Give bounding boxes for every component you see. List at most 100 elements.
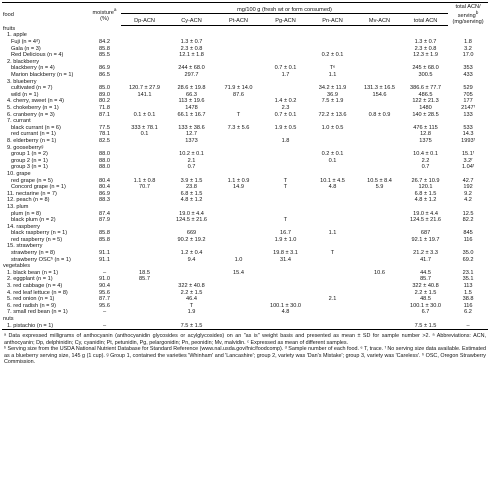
cell-value: – (88, 322, 121, 330)
cell-value (215, 158, 262, 165)
cell-value (356, 164, 403, 171)
cell-value: 116 (463, 302, 473, 309)
cell-value: 15.1ᶠ (461, 151, 475, 158)
cell-value: 0.7 (421, 164, 430, 171)
footnote: ᵃ Data expressed milligrams of anthocyan… (4, 332, 486, 346)
cell-value (309, 138, 356, 145)
cell-value: 0.7 (187, 164, 196, 171)
cell-value (309, 105, 356, 112)
cell-value: T (283, 217, 288, 224)
table-row: Concord grape (n = 1) 80.4 70.7 23.8 14.9 T 4.… (2, 184, 488, 191)
cell-value: 0.1 ± 0.1 (133, 111, 156, 118)
cell-value (215, 303, 262, 310)
cell-value: 1.7 (281, 72, 290, 79)
row-label: 1. pistachio (n = 1) (2, 322, 88, 330)
cell-value: 38.8 (462, 296, 474, 303)
cell-value: 1.0 ± 0.5 (321, 124, 344, 131)
cell-value (121, 197, 168, 204)
cell-value (121, 283, 168, 290)
cell-value: 433 (463, 72, 473, 79)
cell-value (262, 158, 309, 165)
table-row: black currant (n = 6) 77.5 333 ± 78.1 133 ±… (2, 125, 488, 132)
cell-value: 2.1 (187, 157, 196, 164)
cell-value (121, 296, 168, 303)
cell-value: 19.0 ± 4.4 (179, 210, 204, 217)
cell-value: T (283, 177, 288, 184)
table-row: black raspberry (n = 1) 85.8 669 16.7 1.1 687… (2, 230, 488, 237)
header-col: Cy-ACN (168, 13, 215, 26)
category-row: 2. blackberry (2, 59, 488, 66)
row-label: 9. gooseberryᵍ (7, 144, 44, 151)
cell-value: 35.1 (462, 276, 474, 283)
cell-value: 14.9 (233, 184, 244, 191)
cell-value (121, 65, 168, 72)
cell-value (121, 230, 168, 237)
cell-value: 19.8 ± 3.1 (273, 250, 298, 257)
cell-value: 2.3 ± 0.8 (414, 45, 437, 52)
cell-value: 85.8 (99, 45, 110, 52)
cell-value: 4.8 ± 1.2 (414, 197, 437, 204)
cell-value: 177 (463, 98, 473, 105)
cell-value (121, 39, 168, 46)
header-col: total ACN (403, 13, 449, 26)
cell-value: 6.8 ± 1.5 (414, 190, 437, 197)
row-label: 12. peach (n = 8) (7, 197, 50, 204)
row-label: strawberry OSCʰ (n = 1) (11, 256, 71, 263)
cell-value (262, 190, 309, 197)
cell-value (309, 303, 356, 310)
cell-value: 133 (463, 111, 473, 118)
cell-value: 21.2 ± 3.3 (413, 250, 438, 257)
cell-value: 82.2 (462, 217, 474, 224)
cell-value: T (283, 184, 288, 191)
row-label: 1. black bean (n = 1) (7, 269, 59, 276)
cell-value (309, 197, 356, 204)
table-row: plum (n = 8) 87.4 19.0 ± 4.4 19.0 ± 4.4 12.5 (2, 210, 488, 217)
table-row: 4. cherry, sweet (n = 4) 80.2 113 ± 19.6 1.… (2, 98, 488, 105)
cell-value: 322 ± 40.8 (178, 283, 205, 290)
cell-value: 12.1 ± 1.8 (179, 52, 204, 59)
row-label: plum (n = 8) (11, 210, 42, 217)
table-row: Red Delicious (n = 4) 85.5 12.1 ± 1.8 0.2 ±… (2, 52, 488, 59)
cell-value (121, 98, 168, 105)
cell-value (262, 289, 309, 296)
cell-value (215, 250, 262, 257)
cell-value: 122 ± 21.3 (412, 98, 439, 105)
cell-value (309, 322, 356, 330)
row-label: group 3 (n = 1) (11, 164, 48, 171)
cell-value (309, 45, 356, 52)
cell-value (121, 158, 168, 165)
cell-value: 124.5 ± 21.6 (409, 217, 442, 224)
row-label: black currant (n = 6) (11, 124, 61, 131)
cell-value (215, 230, 262, 237)
cell-value: 7.5 ± 1.5 (403, 322, 449, 330)
table-row: strawberry (n = 8) 91.1 1.2 ± 0.4 19.8 ± 3.… (2, 250, 488, 257)
cell-value: 0.2 ± 0.1 (321, 151, 344, 158)
row-label: 2. blackberry (7, 58, 40, 65)
cell-value: 34.2 ± 11.9 (318, 85, 347, 92)
cell-value (309, 164, 356, 171)
cell-value (356, 250, 403, 257)
cell-value: 19.0 ± 4.4 (413, 210, 438, 217)
cell-value: 48.5 (420, 296, 431, 303)
cell-value: 10.5 ± 8.4 (367, 177, 392, 184)
row-label: red grape (n = 5) (11, 177, 53, 184)
cell-value (121, 289, 168, 296)
row-label: Fuji (n = 4ᵈ) (11, 39, 41, 46)
cell-value: 78.1 (99, 131, 110, 138)
cell-value: 245 ± 68.0 (412, 65, 439, 72)
category-row: 10. grape (2, 171, 488, 178)
cell-value: 87.7 (99, 296, 110, 303)
cell-value: 1.9 ± 1.0 (274, 236, 297, 243)
cell-value: 2.1 (328, 296, 337, 303)
cell-value (262, 283, 309, 290)
cell-value: 12.8 (420, 131, 431, 138)
cell-value (309, 283, 356, 290)
table-row: wild (n = 1) 89.0 141.1 66.3 87.6 36.9 154.6 48… (2, 92, 488, 99)
cell-value: 66.1 ± 16.7 (177, 111, 206, 118)
cell-value: 23.8 (186, 184, 197, 191)
cell-value: 100.1 ± 30.0 (269, 302, 302, 309)
cell-value (262, 85, 309, 92)
table-row: Gala (n = 3) 85.8 2.3 ± 0.8 2.3 ± 0.8 3.2 (2, 45, 488, 52)
cell-value: 85.8 (99, 230, 110, 237)
cell-value: 1.1 ± 0.9 (227, 177, 250, 184)
